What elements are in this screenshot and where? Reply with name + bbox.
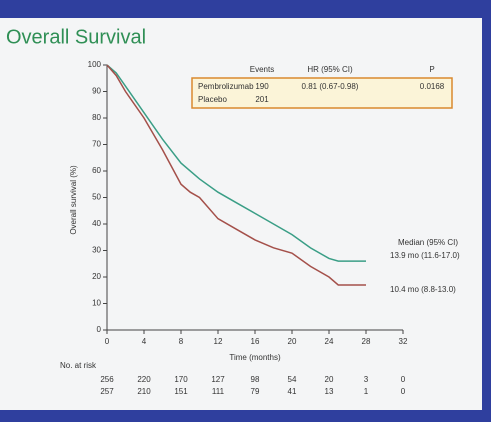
- x-tick-label: 8: [179, 337, 184, 346]
- legend-entry: Pembrolizumab: [198, 82, 254, 91]
- risk-title: No. at risk: [60, 361, 97, 370]
- y-tick-label: 40: [92, 219, 101, 228]
- risk-count: 79: [251, 387, 260, 396]
- x-tick-label: 28: [362, 337, 371, 346]
- y-axis-label: Overall survival (%): [69, 165, 78, 235]
- risk-count: 210: [137, 387, 151, 396]
- legend-entry: Placebo: [198, 95, 227, 104]
- legend-cell: 190: [255, 82, 269, 91]
- x-tick-label: 16: [251, 337, 260, 346]
- chart-title: Overall Survival: [6, 26, 146, 48]
- x-tick-label: 4: [142, 337, 147, 346]
- legend-cell: 201: [255, 95, 269, 104]
- legend-header: HR (95% CI): [307, 65, 353, 74]
- y-tick-label: 20: [92, 272, 101, 281]
- x-axis-label: Time (months): [229, 353, 281, 362]
- risk-count: 98: [251, 375, 260, 384]
- legend-cell: 0.81 (0.67-0.98): [302, 82, 359, 91]
- legend-header: Events: [250, 65, 274, 74]
- y-tick-label: 100: [88, 60, 102, 69]
- y-tick-label: 10: [92, 299, 101, 308]
- risk-count: 220: [137, 375, 151, 384]
- risk-count: 13: [325, 387, 334, 396]
- risk-count: 151: [174, 387, 188, 396]
- risk-count: 54: [288, 375, 297, 384]
- risk-count: 1: [364, 387, 369, 396]
- y-tick-label: 30: [92, 246, 101, 255]
- risk-count: 0: [401, 375, 406, 384]
- x-tick-label: 20: [288, 337, 297, 346]
- annotation: 13.9 mo (11.6-17.0): [390, 251, 460, 260]
- risk-count: 111: [212, 387, 225, 396]
- legend-cell: 0.0168: [420, 82, 445, 91]
- legend-box: [191, 77, 453, 109]
- legend-header: P: [429, 65, 434, 74]
- y-tick-label: 80: [92, 113, 101, 122]
- survival-curve: [106, 64, 366, 262]
- risk-count: 41: [288, 387, 297, 396]
- x-tick-label: 12: [214, 337, 223, 346]
- risk-count: 256: [100, 375, 114, 384]
- risk-count: 0: [401, 387, 406, 396]
- y-tick-label: 0: [97, 325, 102, 334]
- y-tick-label: 90: [92, 87, 101, 96]
- y-tick-label: 60: [92, 166, 101, 175]
- risk-count: 3: [364, 375, 369, 384]
- annotation: 10.4 mo (8.8-13.0): [390, 285, 456, 294]
- x-tick-label: 0: [105, 337, 110, 346]
- x-tick-label: 24: [325, 337, 334, 346]
- risk-count: 20: [325, 375, 334, 384]
- x-tick-label: 32: [399, 337, 408, 346]
- survival-curve: [106, 64, 366, 286]
- risk-count: 170: [174, 375, 188, 384]
- y-tick-label: 70: [92, 140, 101, 149]
- y-tick-label: 50: [92, 193, 101, 202]
- annotation: Median (95% CI): [398, 238, 458, 247]
- risk-count: 257: [100, 387, 114, 396]
- risk-count: 127: [211, 375, 225, 384]
